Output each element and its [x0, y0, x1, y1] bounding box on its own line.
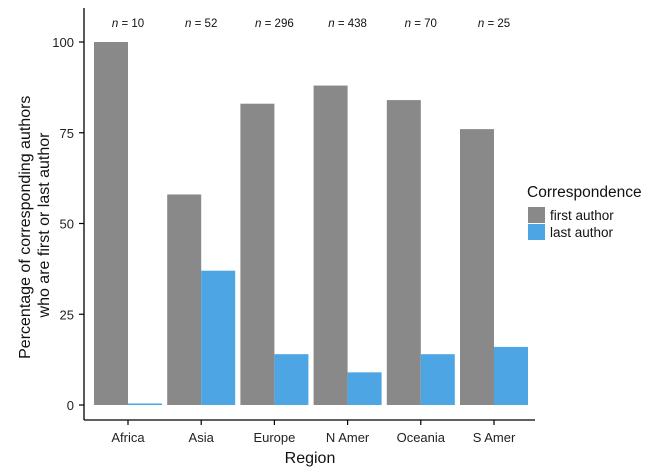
- sample-size-label: n = 296: [255, 18, 294, 30]
- sample-size-value: = 52: [191, 18, 217, 30]
- x-axis-title: Region: [285, 450, 336, 467]
- bar-last-author-n-amer: [347, 372, 382, 405]
- bar-last-author-europe: [274, 354, 309, 405]
- sample-size-symbol: n: [405, 18, 411, 30]
- bar-first-author-s-amer: [460, 129, 494, 405]
- bar-last-author-s-amer: [494, 346, 528, 405]
- x-tick-label: Africa: [111, 430, 145, 445]
- sample-size-symbol: n: [112, 18, 118, 30]
- sample-size-label: n = 25: [478, 18, 510, 30]
- plot-area: n = 10 n = 52 n = 296 n = 438 n = 70 n = 25: [94, 18, 528, 406]
- x-tick-label: S Amer: [473, 430, 516, 445]
- sample-size-value: = 25: [484, 18, 510, 30]
- sample-size-symbol: n: [478, 18, 484, 30]
- y-axis-title: Percentage of corresponding authors who …: [17, 91, 53, 359]
- sample-size-label: n = 52: [185, 18, 217, 30]
- bar-first-author-oceania: [386, 100, 421, 405]
- bar-first-author-n-amer: [313, 85, 348, 405]
- axes: 0 25 50 75 100 Africa Asia Europe N Amer Oceania S…: [52, 8, 535, 445]
- sample-size-value: = 438: [335, 18, 367, 30]
- x-tick-label: Europe: [253, 430, 295, 445]
- bar-last-author-africa: [128, 403, 162, 405]
- x-tick-label: Oceania: [397, 430, 446, 445]
- y-tick-label: 100: [52, 35, 74, 50]
- sample-size-label: n = 438: [328, 18, 367, 30]
- sample-size-symbol: n: [255, 18, 261, 30]
- bar-first-author-asia: [167, 194, 202, 405]
- legend-swatch-last-author: [528, 224, 545, 240]
- sample-size-symbol: n: [185, 18, 191, 30]
- legend-label-last-author: last author: [550, 225, 614, 240]
- sample-size-symbol: n: [328, 18, 334, 30]
- bar-first-author-europe: [240, 103, 275, 406]
- y-tick-label: 75: [60, 126, 74, 141]
- sample-size-label: n = 10: [112, 18, 144, 30]
- sample-size-value: = 70: [411, 18, 437, 30]
- y-tick-label: 50: [60, 217, 74, 232]
- legend-swatch-first-author: [528, 207, 545, 223]
- x-tick-label: N Amer: [326, 430, 370, 445]
- sample-size-value: = 296: [261, 18, 293, 30]
- sample-size-value: = 10: [118, 18, 144, 30]
- x-tick-label: Asia: [189, 430, 215, 445]
- y-tick-label: 0: [67, 398, 74, 413]
- bar-last-author-asia: [201, 270, 236, 405]
- y-axis-title-line-1: Percentage of corresponding authors: [17, 96, 34, 359]
- legend: Correspondence first author last author: [527, 184, 642, 240]
- bar-first-author-africa: [94, 42, 128, 405]
- sample-size-label: n = 70: [405, 18, 437, 30]
- legend-title: Correspondence: [527, 184, 642, 201]
- bar-last-author-oceania: [420, 354, 455, 405]
- legend-label-first-author: first author: [550, 208, 614, 223]
- y-tick-label: 25: [60, 307, 74, 322]
- y-axis-title-line-2: who are first or last author: [36, 132, 53, 319]
